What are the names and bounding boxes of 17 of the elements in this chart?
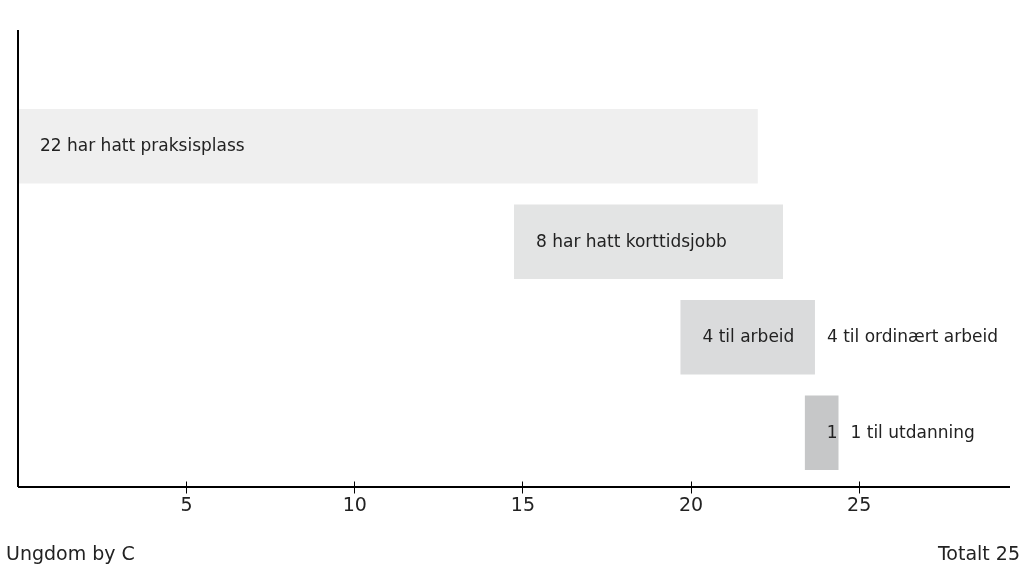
x-tick-label: 25: [847, 492, 872, 515]
bar: [680, 300, 815, 375]
x-tick-label: 10: [342, 492, 367, 515]
x-tick-label: 20: [678, 492, 704, 515]
data-label: 1: [826, 421, 838, 442]
bar: [514, 204, 784, 279]
data-label: 22 har hatt praksisplass: [40, 135, 245, 156]
data-label: 4 til arbeid: [702, 326, 795, 347]
bar: [18, 109, 758, 184]
x-tick-label: 15: [510, 492, 535, 515]
annotation: 1 til utdanning: [850, 421, 975, 442]
x-tick-label: 5: [180, 492, 193, 515]
text: Ungdom by C: [6, 542, 135, 564]
text: Totalt 25: [936, 542, 1020, 564]
bar: [804, 395, 839, 470]
annotation: 4 til ordinært arbeid: [826, 326, 999, 347]
data-label: 8 har hatt korttidsjobb: [536, 230, 727, 251]
